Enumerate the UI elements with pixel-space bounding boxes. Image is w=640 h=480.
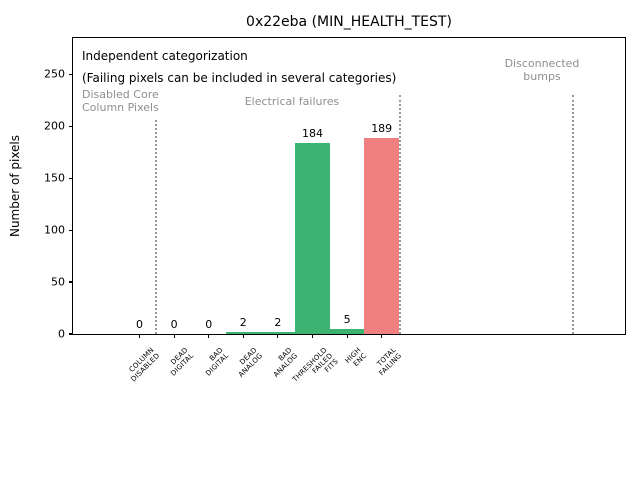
y-axis-label: Number of pixels xyxy=(8,134,22,238)
independent-note-line1: Independent categorization xyxy=(82,49,248,63)
y-tick-mark xyxy=(69,177,73,179)
x-tick-mark xyxy=(381,334,383,338)
plot-area: Independent categorization (Failing pixe… xyxy=(44,37,626,384)
bar-total-failing xyxy=(364,137,399,334)
y-tick-label: 100 xyxy=(44,223,65,237)
section-label-electrical-failures: Electrical failures xyxy=(244,95,340,108)
bar-threshold-failed-fits xyxy=(295,142,330,334)
disconnected-line1: Disconnected xyxy=(504,57,580,70)
x-tick-mark xyxy=(173,334,175,338)
section-label-disabled-core: Disabled Core Column Pixels xyxy=(82,88,159,114)
disabled-core-line1: Disabled Core xyxy=(82,88,159,101)
y-tick-label: 50 xyxy=(51,275,65,289)
bar-value-label: 0 xyxy=(205,318,213,331)
x-tick-mark xyxy=(277,334,279,338)
section-divider-2 xyxy=(398,95,401,334)
section-divider-1 xyxy=(155,120,157,334)
independent-categorization-note: Independent categorization (Failing pixe… xyxy=(82,45,396,89)
chart-title: 0x22eba (MIN_HEALTH_TEST) xyxy=(246,14,452,30)
y-tick-mark xyxy=(69,125,73,127)
independent-note-line2: (Failing pixels can be included in sever… xyxy=(82,71,397,85)
x-tick-mark xyxy=(242,334,244,338)
bar-value-label: 189 xyxy=(371,121,393,135)
bar-value-label: 2 xyxy=(274,315,282,329)
bar-bad-analog xyxy=(260,331,296,334)
y-tick-mark xyxy=(69,229,73,231)
bar-value-label: 184 xyxy=(302,126,323,140)
y-tick-mark xyxy=(69,333,73,335)
bar-high-enc xyxy=(329,328,365,334)
y-tick-label: 250 xyxy=(44,67,65,81)
section-divider-3 xyxy=(572,95,574,334)
y-tick-label: 200 xyxy=(44,119,65,133)
bar-value-label: 0 xyxy=(170,318,178,331)
bar-value-label: 2 xyxy=(239,315,247,329)
bar-value-label: 0 xyxy=(136,318,143,331)
x-tick-mark xyxy=(208,334,210,338)
bar-dead-analog xyxy=(226,331,261,334)
y-tick-mark xyxy=(69,73,73,75)
x-tick-mark xyxy=(311,334,314,338)
section-label-disconnected-bumps: Disconnected bumps xyxy=(462,57,622,83)
y-tick-label: 0 xyxy=(58,327,65,341)
y-tick-label: 150 xyxy=(44,171,65,185)
x-tick-mark xyxy=(138,334,141,338)
y-tick-mark xyxy=(69,281,73,283)
x-tick-mark xyxy=(346,334,348,338)
disabled-core-line2: Column Pixels xyxy=(82,101,159,114)
bar-value-label: 5 xyxy=(343,312,351,326)
disconnected-line2: bumps xyxy=(523,70,561,83)
